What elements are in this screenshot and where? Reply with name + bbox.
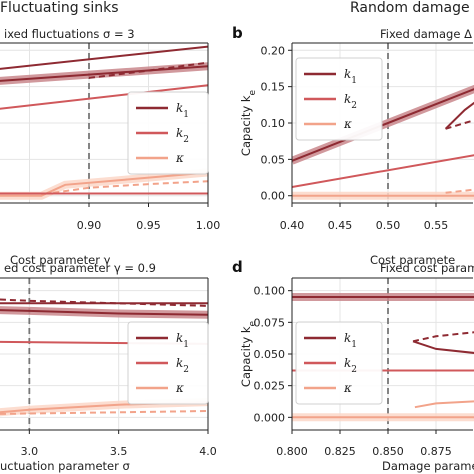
panel-b: b Fixed damage Δ 0.40 0.45 0.50 0.55 0.00 0.0… (232, 24, 474, 267)
y-tick-label: 0.100 (254, 285, 286, 298)
y-tick-label: 0.075 (254, 316, 286, 329)
x-tick-label: 0.825 (324, 445, 356, 458)
y-tick-label: 0.000 (254, 411, 286, 424)
x-axis-label: uctuation parameter σ (0, 459, 130, 473)
series-line-k1 (0, 65, 208, 82)
x-axis-label: Cost paramete (370, 253, 455, 267)
y-tick-label: 0.20 (261, 44, 286, 57)
y-axis-label-sub: e (248, 89, 258, 95)
panel-d: d Fixed cost paramete 0.800 0.825 0.850 0.8… (232, 258, 474, 473)
y-tick-label: 0.05 (261, 153, 286, 166)
y-tick-label: 0.025 (254, 380, 286, 393)
right-column-title: Random damage (350, 0, 470, 16)
x-tick-label: 0.90 (77, 219, 102, 232)
y-axis-label: Capacity ke (239, 89, 258, 156)
legend-label-kappa: κ (343, 381, 352, 395)
series-line-k1 (412, 331, 474, 343)
x-tick-label: 0.95 (136, 219, 161, 232)
x-tick-label: 0.40 (280, 219, 305, 232)
panel-c-title: ed cost parameter γ = 0.9 (4, 261, 156, 275)
legend-label-kappa: κ (343, 117, 352, 131)
series-line-k1 (445, 119, 474, 130)
x-tick-label: 3.0 (21, 445, 39, 458)
series-line-k2 (292, 154, 474, 188)
series-line-kappa (0, 171, 208, 197)
legend-label-kappa: κ (175, 381, 184, 395)
legend-box (295, 321, 383, 405)
x-axis-label: Damage parame (382, 459, 474, 473)
y-tick-label: 0.10 (261, 117, 286, 130)
x-tick-label: 0.800 (276, 445, 308, 458)
series-line-k1 (0, 309, 208, 316)
x-tick-label: 0.850 (372, 445, 404, 458)
panel-d-title: Fixed cost paramete (380, 261, 474, 275)
y-tick-label: 0.00 (261, 190, 286, 203)
panel-d-label: d (232, 258, 243, 276)
y-tick-label: 0.050 (254, 348, 286, 361)
series-line-k1 (444, 101, 474, 130)
panel-a: ixed fluctuations σ = 3 0.90 0.95 1.00 Cost… (0, 27, 220, 267)
x-tick-label: 0.875 (420, 445, 452, 458)
series-line-k2 (0, 84, 208, 110)
x-tick-label: 0.50 (376, 219, 401, 232)
series-line-k1 (292, 88, 474, 162)
panel-b-label: b (232, 24, 243, 42)
series-line-kappa (53, 180, 208, 194)
x-tick-label: 1.00 (196, 219, 221, 232)
series-line-k1 (0, 298, 208, 307)
panel-a-title: ixed fluctuations σ = 3 (4, 27, 135, 41)
legend-label-kappa: κ (175, 151, 184, 165)
x-tick-label: 3.5 (110, 445, 128, 458)
y-tick-label: 0.15 (261, 81, 286, 94)
panel-c: ed cost parameter γ = 0.9 3.0 3.5 4.0 uctua… (0, 261, 217, 473)
x-axis-label: Cost parameter γ (10, 253, 111, 267)
left-column-title: Fluctuating sinks (0, 0, 119, 16)
series-line-kappa (414, 400, 474, 409)
series-line-k1 (412, 340, 474, 354)
x-tick-label: 4.0 (199, 445, 217, 458)
panel-b-title: Fixed damage Δ (380, 27, 472, 41)
series-line-k1 (0, 45, 208, 70)
x-tick-label: 0.45 (328, 219, 353, 232)
series-line-kappa (0, 410, 208, 415)
legend-box (295, 57, 383, 141)
x-tick-label: 0.55 (424, 219, 449, 232)
y-axis-label-sub: e (248, 320, 258, 326)
